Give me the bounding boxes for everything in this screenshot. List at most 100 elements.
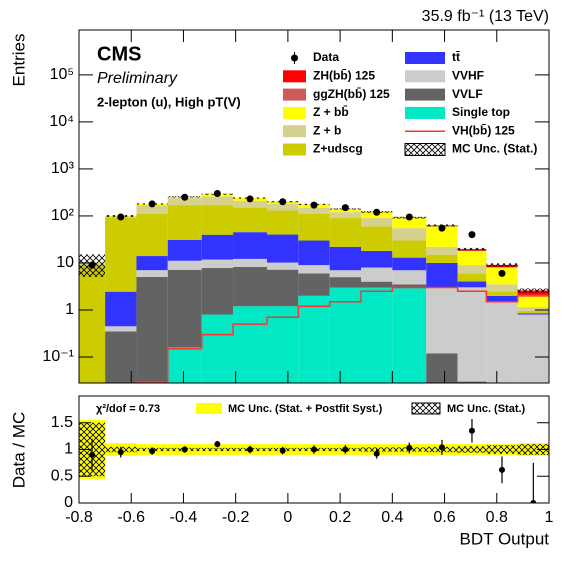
legend-label: Single top xyxy=(452,105,510,119)
legend-marker xyxy=(283,143,306,156)
histogram-bar xyxy=(392,257,427,271)
main-plot xyxy=(79,190,549,407)
x-tick-label: 0.6 xyxy=(433,509,455,526)
histogram-bar xyxy=(457,273,487,282)
histogram-bar xyxy=(233,232,267,259)
ratio-point xyxy=(311,446,317,453)
legend-marker xyxy=(405,106,445,119)
ratio-point xyxy=(89,451,96,458)
histogram-bar xyxy=(517,295,549,308)
x-tick-label: -0.2 xyxy=(222,509,250,526)
histogram-bar xyxy=(167,347,202,383)
histogram-bar xyxy=(267,210,299,235)
legend-label: MC Unc. (Stat.) xyxy=(452,142,537,156)
histogram-bar xyxy=(329,270,361,278)
ratio-point xyxy=(117,449,124,456)
legend-label: tt̄ xyxy=(452,50,460,64)
stat-band xyxy=(486,445,518,454)
y-tick-label: 10 xyxy=(56,254,74,271)
histogram-bar xyxy=(361,218,393,227)
legend-marker xyxy=(196,403,222,414)
ratio-plot xyxy=(79,419,549,503)
histogram-bar xyxy=(486,301,518,383)
data-point xyxy=(213,190,221,198)
y-tick-label: 10⁴ xyxy=(49,113,74,130)
legend-marker xyxy=(283,125,306,138)
legend-label: ZH(bb̄) 125 xyxy=(313,68,375,82)
histogram-bar xyxy=(201,268,234,315)
ratio-point xyxy=(279,447,286,454)
legend-label: ggZH(bb̄) 125 xyxy=(313,87,390,101)
histogram-bar xyxy=(426,353,458,383)
histogram-bar xyxy=(392,218,427,229)
histogram-bar xyxy=(136,213,168,257)
ratio-y-tick-label: 0 xyxy=(64,494,73,511)
histogram-bar xyxy=(392,270,427,285)
ratio-point xyxy=(530,500,537,503)
histogram-bar xyxy=(267,262,299,270)
legend-label: MC Unc. (Stat.) xyxy=(447,403,526,415)
stat-band xyxy=(517,444,549,455)
histogram-bar xyxy=(392,240,427,258)
x-tick-label: 0 xyxy=(283,509,292,526)
histogram-bar xyxy=(426,287,458,354)
histogram-bar xyxy=(136,270,168,277)
ratio-y-label: Data / MC xyxy=(9,412,28,489)
histogram-bar xyxy=(105,331,137,383)
legend-marker xyxy=(405,88,445,101)
mc-uncertainty xyxy=(457,247,487,251)
x-tick-label: 1 xyxy=(545,509,554,526)
histogram-bar xyxy=(136,381,168,383)
histogram-bar xyxy=(79,265,106,383)
stat-band xyxy=(201,447,234,452)
legend-label: Z + bb̄ xyxy=(313,105,349,119)
data-point xyxy=(530,400,537,407)
mc-uncertainty xyxy=(486,263,518,267)
data-point xyxy=(373,208,381,216)
ratio-point xyxy=(468,427,475,434)
data-point xyxy=(341,204,349,212)
ratio-point xyxy=(247,446,254,453)
histogram-bar xyxy=(426,246,458,255)
histogram-bar xyxy=(233,200,267,208)
data-point xyxy=(148,200,156,208)
ratio-point xyxy=(149,448,156,455)
histogram-bar xyxy=(329,246,361,271)
histogram-bar xyxy=(392,284,427,288)
histogram-bar xyxy=(298,265,330,274)
data-point xyxy=(405,213,413,221)
histogram-bar xyxy=(426,226,458,247)
histogram-bar xyxy=(105,291,137,327)
ratio-point xyxy=(342,446,349,453)
data-point xyxy=(181,193,189,201)
histogram-bar xyxy=(233,258,267,268)
y-axis-label: Entries xyxy=(9,34,28,87)
ratio-y-tick-label: 1 xyxy=(64,441,73,458)
histogram-bar xyxy=(486,291,518,296)
y-tick-label: 1 xyxy=(65,301,74,318)
legend-label: Z + b xyxy=(313,123,341,137)
data-point xyxy=(498,269,506,277)
histogram-bar xyxy=(361,281,393,288)
legend-marker xyxy=(404,143,446,156)
histogram-bar xyxy=(136,256,168,271)
histogram-bar xyxy=(105,326,137,332)
legend-marker xyxy=(405,52,445,64)
histogram-bar xyxy=(361,250,393,268)
histogram-bar xyxy=(167,205,202,240)
legend-label: VH(bb̄) 125 xyxy=(452,123,515,137)
x-tick-label: -0.6 xyxy=(117,509,145,526)
histogram-bar xyxy=(457,250,487,266)
histogram-bar xyxy=(457,287,487,382)
histogram-bar xyxy=(392,228,427,241)
ratio-point xyxy=(214,441,221,448)
ratio-point xyxy=(438,444,445,451)
ratio-point xyxy=(406,444,413,451)
x-tick-label: 0.2 xyxy=(329,509,351,526)
x-tick-label: 0.8 xyxy=(486,509,508,526)
data-point xyxy=(279,198,287,206)
legend-label: Z+udscg xyxy=(313,142,363,156)
histogram-bar xyxy=(136,276,168,382)
